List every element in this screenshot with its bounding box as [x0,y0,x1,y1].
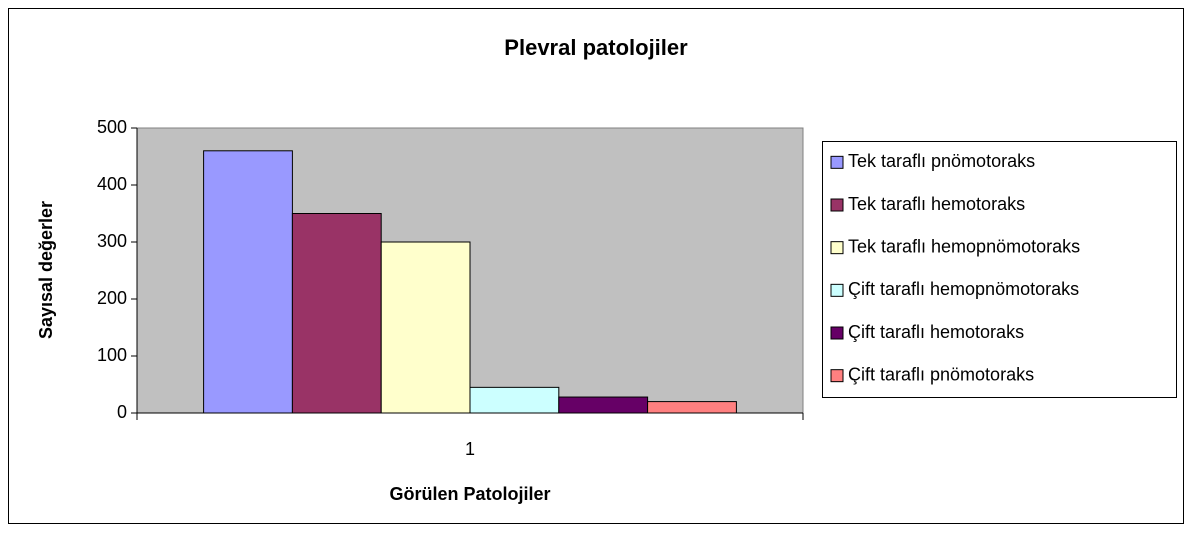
legend-swatch [830,283,844,297]
legend-label: Tek taraflı hemotoraks [848,194,1025,214]
legend-swatch [830,326,844,340]
chart-title: Plevral patolojiler [504,35,688,60]
legend-swatch [830,241,844,255]
bar [558,396,649,414]
legend-label: Çift taraflı hemopnömotoraks [848,279,1079,299]
legend-swatch [830,369,844,383]
y-axis-label: Sayısal değerler [36,201,56,339]
bar [469,386,560,414]
x-tick-label: 1 [465,439,475,459]
legend-label: Çift taraflı hemotoraks [848,322,1024,342]
y-tick-label: 500 [97,117,127,137]
legend-label: Tek taraflı pnömotoraks [848,151,1035,171]
y-tick-label: 200 [97,288,127,308]
bar [647,401,737,414]
bar [291,213,382,414]
y-tick-label: 300 [97,231,127,251]
x-axis-label: Görülen Patolojiler [389,484,550,504]
legend-swatch [830,155,844,169]
legend-label: Çift taraflı pnömotoraks [848,364,1034,384]
bar [203,150,293,414]
y-tick-label: 0 [117,402,127,422]
legend-label: Tek taraflı hemopnömotoraks [848,236,1080,256]
legend-swatch [830,198,844,212]
y-tick-label: 100 [97,345,127,365]
y-tick-label: 400 [97,174,127,194]
legend-box [822,141,1177,398]
bar [380,241,471,414]
